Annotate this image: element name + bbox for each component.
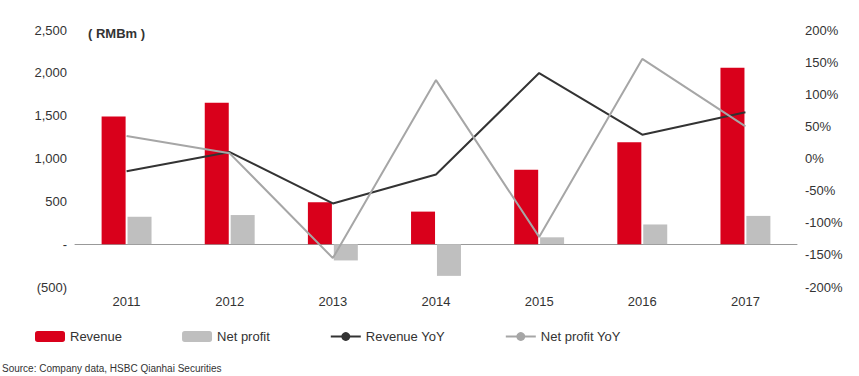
svg-text:2,500: 2,500 <box>34 23 67 38</box>
svg-text:2013: 2013 <box>318 294 347 309</box>
svg-text:0%: 0% <box>805 151 824 166</box>
svg-text:-200%: -200% <box>805 280 843 295</box>
svg-text:150%: 150% <box>805 55 839 70</box>
svg-text:(500): (500) <box>37 280 67 295</box>
svg-text:500: 500 <box>45 194 67 209</box>
svg-text:2017: 2017 <box>731 294 760 309</box>
svg-text:-: - <box>63 237 67 252</box>
svg-text:2014: 2014 <box>422 294 451 309</box>
svg-text:-50%: -50% <box>805 183 836 198</box>
svg-text:2015: 2015 <box>525 294 554 309</box>
svg-text:-100%: -100% <box>805 215 843 230</box>
svg-text:( RMBm ): ( RMBm ) <box>88 26 145 41</box>
svg-text:Net profit: Net profit <box>217 329 270 344</box>
svg-text:Revenue: Revenue <box>70 329 122 344</box>
svg-text:Source: Company data, HSBC Qia: Source: Company data, HSBC Qianhai Secur… <box>2 363 222 374</box>
svg-text:50%: 50% <box>805 119 831 134</box>
svg-text:Net profit YoY: Net profit YoY <box>541 329 621 344</box>
svg-text:2011: 2011 <box>113 294 141 309</box>
svg-text:2,000: 2,000 <box>34 65 67 80</box>
svg-text:Revenue YoY: Revenue YoY <box>366 329 445 344</box>
svg-text:1,500: 1,500 <box>34 108 67 123</box>
svg-text:200%: 200% <box>805 23 839 38</box>
svg-text:-150%: -150% <box>805 247 843 262</box>
svg-text:1,000: 1,000 <box>34 151 67 166</box>
svg-text:2016: 2016 <box>628 294 657 309</box>
svg-text:2012: 2012 <box>215 294 244 309</box>
svg-text:100%: 100% <box>805 87 839 102</box>
